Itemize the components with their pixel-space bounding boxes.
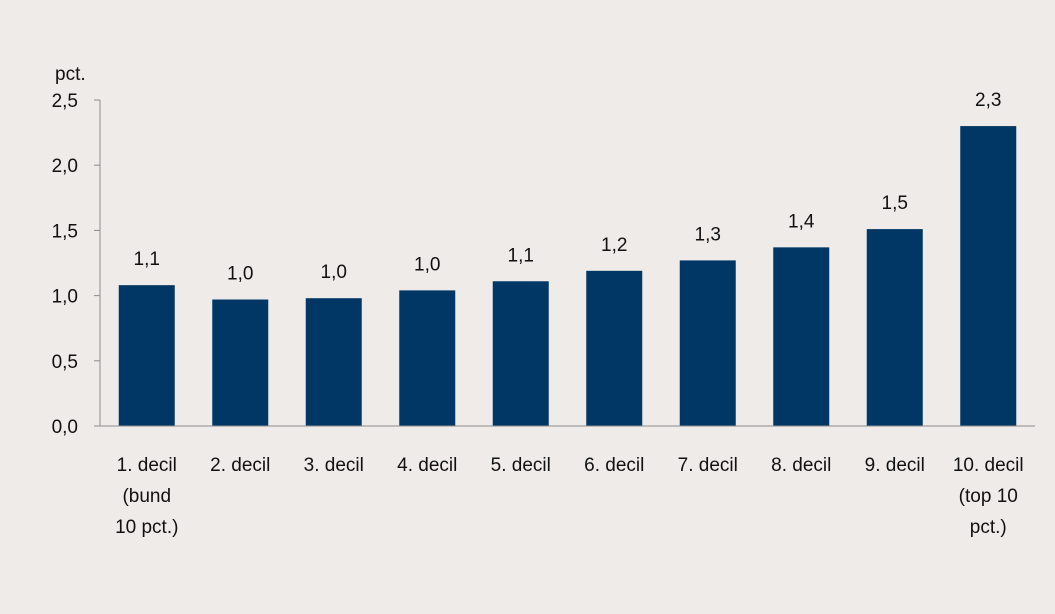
- data-labels-group: 1,1 1,0 1,0 1,0 1,1 1,2 1,3 1,4 1,5 2,3: [134, 90, 1002, 284]
- x-tick-label: 3. decil: [304, 455, 364, 476]
- x-tick-label: 4. decil: [397, 455, 457, 476]
- y-tick-label: 0,0: [52, 417, 78, 438]
- bar: [586, 270, 643, 426]
- bar: [492, 281, 549, 426]
- bar-value-label: 1,1: [508, 245, 534, 266]
- x-tick-label: 8. decil: [771, 455, 831, 476]
- bar: [212, 299, 269, 426]
- x-tick-label: 9. decil: [865, 455, 925, 476]
- bar: [960, 126, 1017, 426]
- bar-value-label: 1,2: [601, 235, 627, 256]
- bar: [679, 260, 736, 426]
- bar: [866, 229, 923, 426]
- bar-value-label: 1,0: [227, 264, 253, 285]
- x-tick-label: 1. decil (bund 10 pct.): [115, 455, 178, 538]
- bar-value-label: 2,3: [975, 90, 1001, 111]
- y-tick-label: 1,5: [52, 221, 78, 242]
- x-tick-label: 6. decil: [584, 455, 644, 476]
- bar-value-label: 1,4: [788, 211, 815, 232]
- bar: [773, 247, 830, 426]
- y-tick-label: 2,5: [52, 91, 78, 112]
- x-tick-label: 10. decil (top 10 pct.): [953, 455, 1024, 538]
- x-tick-label: 2. decil: [210, 455, 270, 476]
- bar-value-label: 1,5: [882, 193, 908, 214]
- bar: [305, 298, 362, 426]
- x-tick-label: 7. decil: [678, 455, 738, 476]
- y-axis-ticks: 0,0 0,5 1,0 1,5 2,0 2,5: [52, 91, 100, 438]
- bar-value-label: 1,0: [414, 254, 440, 275]
- y-axis-unit-label: pct.: [55, 64, 86, 85]
- bar-value-label: 1,1: [134, 249, 160, 270]
- y-tick-label: 2,0: [52, 156, 78, 177]
- y-tick-label: 0,5: [52, 352, 78, 373]
- bars-group: [118, 126, 1017, 426]
- bar-value-label: 1,3: [695, 224, 721, 245]
- x-tick-label: 5. decil: [491, 455, 551, 476]
- bar: [399, 290, 456, 426]
- y-tick-label: 1,0: [52, 287, 78, 308]
- bar-value-label: 1,0: [321, 262, 347, 283]
- bar: [118, 285, 175, 426]
- x-axis-labels-group: 1. decil (bund 10 pct.) 2. decil 3. decil 4. …: [115, 455, 1024, 538]
